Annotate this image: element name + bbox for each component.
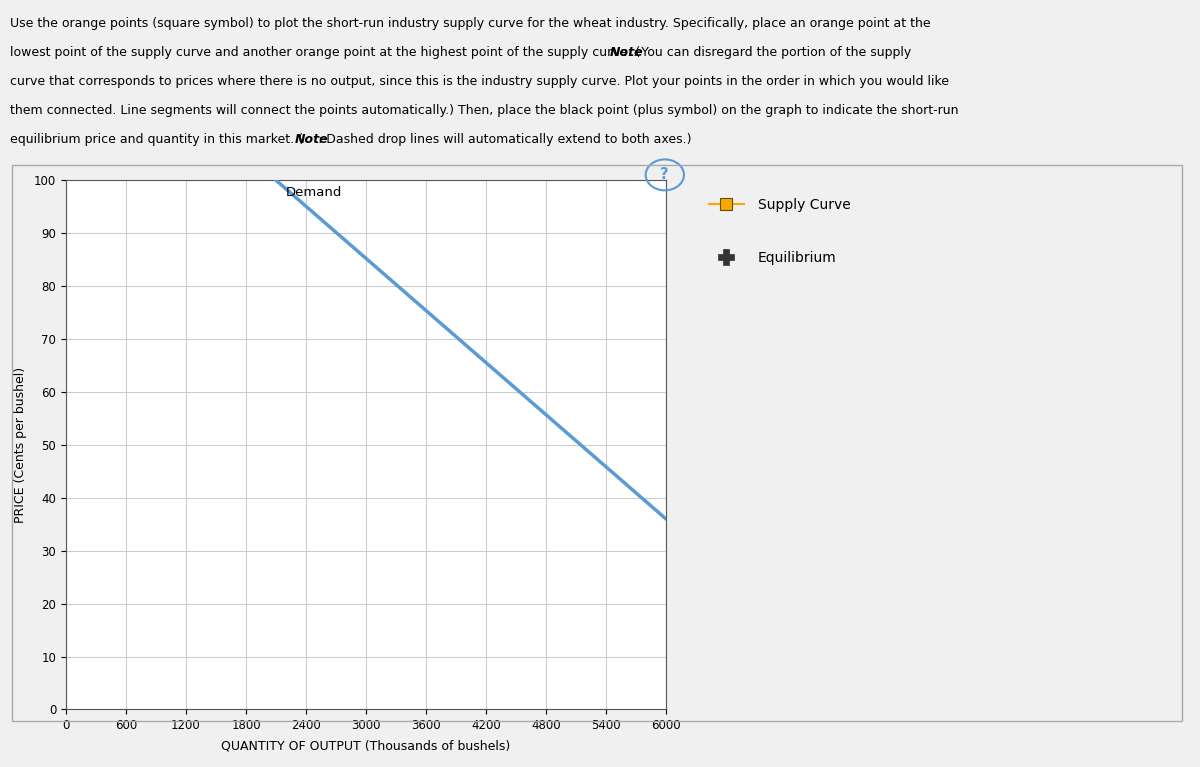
Text: lowest point of the supply curve and another orange point at the highest point o: lowest point of the supply curve and ano… bbox=[10, 46, 640, 59]
Y-axis label: PRICE (Cents per bushel): PRICE (Cents per bushel) bbox=[14, 367, 28, 523]
Text: ?: ? bbox=[660, 167, 670, 183]
Legend: Supply Curve, Equilibrium: Supply Curve, Equilibrium bbox=[709, 198, 851, 265]
Text: Use the orange points (square symbol) to plot the short-run industry supply curv: Use the orange points (square symbol) to… bbox=[10, 17, 930, 30]
Text: Note: Note bbox=[610, 46, 643, 59]
Text: them connected. Line segments will connect the points automatically.) Then, plac: them connected. Line segments will conne… bbox=[10, 104, 958, 117]
Text: Note: Note bbox=[295, 133, 329, 146]
Text: Demand: Demand bbox=[286, 186, 342, 199]
Text: : Dashed drop lines will automatically extend to both axes.): : Dashed drop lines will automatically e… bbox=[318, 133, 692, 146]
X-axis label: QUANTITY OF OUTPUT (Thousands of bushels): QUANTITY OF OUTPUT (Thousands of bushels… bbox=[221, 739, 511, 752]
Text: curve that corresponds to prices where there is no output, since this is the ind: curve that corresponds to prices where t… bbox=[10, 75, 949, 88]
Text: equilibrium price and quantity in this market. (: equilibrium price and quantity in this m… bbox=[10, 133, 302, 146]
Text: : You can disregard the portion of the supply: : You can disregard the portion of the s… bbox=[634, 46, 912, 59]
